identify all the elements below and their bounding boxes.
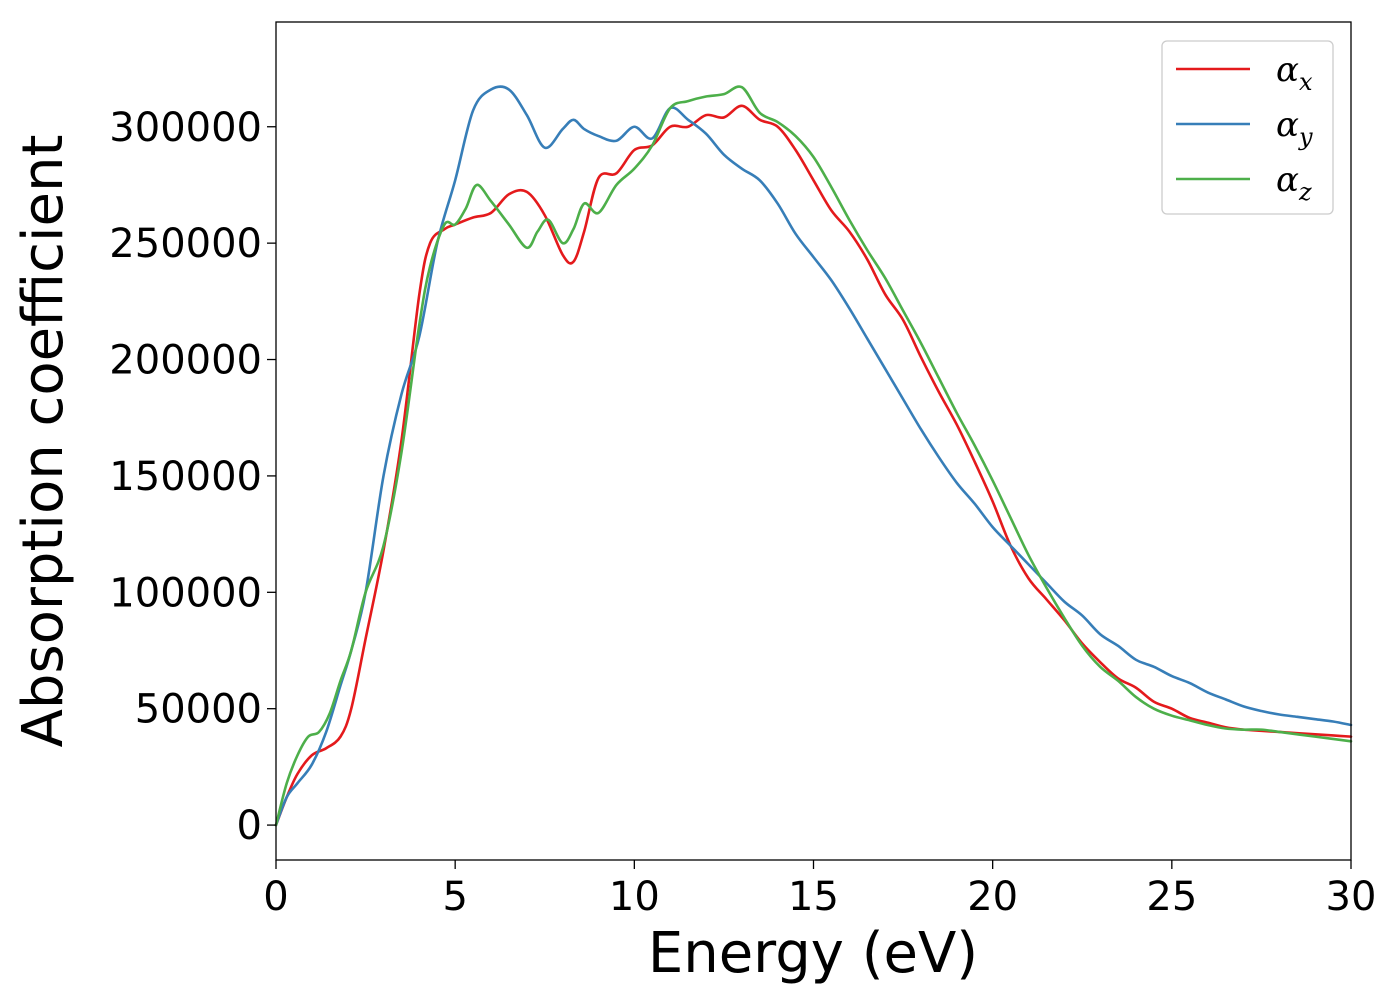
y-tick-label: 50000 — [135, 687, 262, 733]
series-line-alpha-z — [274, 85, 1353, 827]
y-tick-label: 300000 — [109, 105, 262, 151]
y-tick-label: 250000 — [109, 221, 262, 267]
y-axis-ticks: 0 50000 100000 150000 200000 250000 300000 — [109, 105, 276, 849]
x-tick-label: 0 — [263, 874, 288, 920]
y-tick-label: 150000 — [109, 454, 262, 500]
x-tick-label: 20 — [967, 874, 1018, 920]
series-line-alpha-y — [274, 85, 1353, 827]
x-tick-label: 30 — [1326, 874, 1377, 920]
series-layer — [274, 85, 1353, 827]
series-line-alpha-x — [274, 104, 1353, 827]
x-tick-label: 5 — [442, 874, 467, 920]
x-tick-label: 15 — [788, 874, 839, 920]
x-tick-label: 10 — [609, 874, 660, 920]
y-tick-label: 200000 — [109, 338, 262, 384]
x-axis-title: Energy (eV) — [648, 921, 978, 986]
x-tick-label: 25 — [1146, 874, 1197, 920]
x-axis-ticks: 0 5 10 15 20 25 30 — [263, 860, 1376, 920]
y-tick-label: 100000 — [109, 570, 262, 616]
y-axis-title: Absorption coefficient — [11, 135, 76, 748]
y-tick-label: 0 — [237, 803, 262, 849]
legend-box — [1161, 40, 1334, 215]
